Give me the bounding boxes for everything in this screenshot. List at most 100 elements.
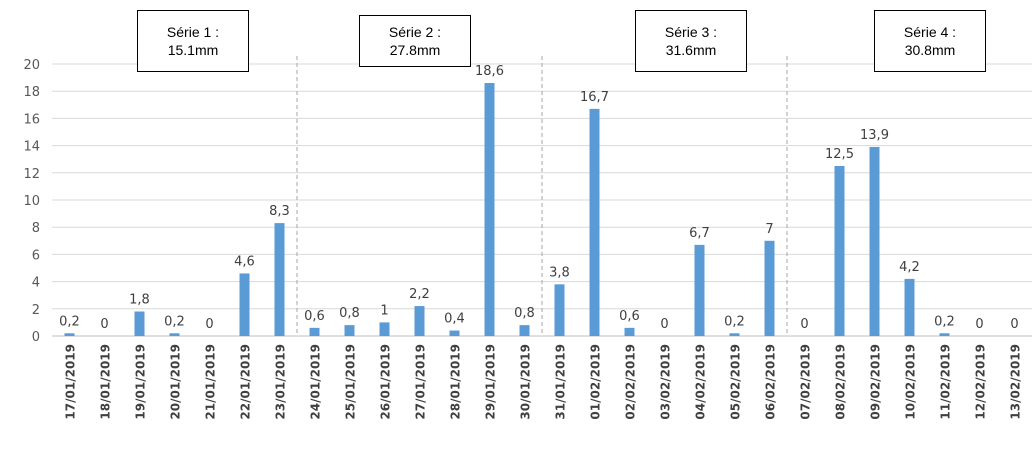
x-tick-label: 05/02/2019	[729, 344, 743, 420]
annotation-series-1-title: Série 1 :	[166, 24, 220, 40]
bar	[869, 146, 880, 336]
x-tick-label: 24/01/2019	[309, 344, 323, 420]
data-label: 0	[205, 317, 213, 332]
bar	[169, 333, 180, 336]
bar	[414, 306, 425, 336]
bar	[449, 330, 460, 336]
bar	[519, 325, 530, 336]
data-label: 0,2	[59, 314, 80, 329]
data-label: 4,2	[899, 260, 920, 275]
annotation-series-3-value: 31.6mm	[665, 42, 717, 58]
x-tick-label: 12/02/2019	[974, 344, 988, 420]
y-tick-label: 8	[32, 221, 40, 236]
x-tick-label: 06/02/2019	[764, 344, 778, 420]
bar	[939, 333, 950, 336]
x-tick-label: 20/01/2019	[169, 344, 183, 420]
bars	[64, 83, 950, 336]
data-label: 0,2	[934, 314, 955, 329]
data-label: 12,5	[825, 147, 854, 162]
data-label: 0,8	[514, 306, 535, 321]
data-label: 0	[975, 317, 983, 332]
x-tick-label: 01/02/2019	[589, 344, 603, 420]
data-label: 7	[765, 222, 773, 237]
data-label: 0	[800, 317, 808, 332]
data-label: 0,6	[304, 309, 325, 324]
x-tick-label: 19/01/2019	[134, 344, 148, 420]
bar	[134, 311, 145, 336]
annotation-series-1: Série 1 : 15.1mm	[137, 10, 249, 72]
data-label: 1,8	[129, 293, 150, 308]
data-label: 6,7	[689, 226, 710, 241]
data-labels: 0,2 0 1,8 0,2 0 4,6 8,3 0,6 0,8 1 2,2 0,4 18,6 0,8 3,8…	[59, 64, 1018, 332]
y-tick-label: 20	[23, 58, 40, 73]
data-label: 0	[660, 317, 668, 332]
bar	[554, 284, 565, 336]
y-tick-label: 12	[23, 167, 40, 182]
x-tick-label: 18/01/2019	[99, 344, 113, 420]
bar	[309, 327, 320, 336]
annotation-series-2-value: 27.8mm	[389, 42, 441, 58]
y-tick-label: 18	[23, 85, 40, 100]
annotation-series-1-value: 15.1mm	[167, 42, 219, 58]
bar	[589, 108, 600, 336]
y-tick-label: 0	[32, 330, 40, 345]
data-label: 16,7	[580, 90, 609, 105]
x-tick-label: 09/02/2019	[869, 344, 883, 420]
data-label: 0	[1010, 317, 1018, 332]
y-tick-label: 14	[23, 140, 40, 155]
x-tick-label: 27/01/2019	[414, 344, 428, 420]
y-axis: 0 2 4 6 8 10 12 14 16 18 20	[23, 58, 40, 345]
bar	[834, 166, 845, 336]
x-tick-label: 26/01/2019	[379, 344, 393, 420]
bar	[274, 223, 285, 336]
bar	[484, 83, 495, 336]
y-tick-label: 4	[32, 276, 40, 291]
x-tick-label: 11/02/2019	[939, 344, 953, 420]
x-tick-label: 07/02/2019	[799, 344, 813, 420]
x-axis: 17/01/2019 18/01/2019 19/01/2019 20/01/2019…	[64, 344, 1023, 420]
x-tick-label: 08/02/2019	[834, 344, 848, 420]
bar	[764, 240, 775, 336]
bar	[624, 327, 635, 336]
data-label: 3,8	[549, 265, 570, 280]
annotation-series-4-value: 30.8mm	[904, 42, 956, 58]
data-label: 0,4	[444, 312, 465, 327]
bar	[344, 325, 355, 336]
annotation-series-4-title: Série 4 :	[903, 24, 957, 40]
x-tick-label: 03/02/2019	[659, 344, 673, 420]
x-tick-label: 25/01/2019	[344, 344, 358, 420]
x-tick-label: 04/02/2019	[694, 344, 708, 420]
bar	[64, 333, 75, 336]
x-tick-label: 22/01/2019	[239, 344, 253, 420]
x-tick-label: 21/01/2019	[204, 344, 218, 420]
y-tick-label: 2	[32, 303, 40, 318]
x-tick-label: 30/01/2019	[519, 344, 533, 420]
x-tick-label: 02/02/2019	[624, 344, 638, 420]
bar	[904, 278, 915, 336]
data-label: 13,9	[860, 128, 889, 143]
x-tick-label: 31/01/2019	[554, 344, 568, 420]
x-tick-label: 28/01/2019	[449, 344, 463, 420]
bar	[239, 273, 250, 336]
x-tick-label: 13/02/2019	[1009, 344, 1023, 420]
data-label: 8,3	[269, 204, 290, 219]
series-separators	[296, 56, 788, 336]
data-label: 0,8	[339, 306, 360, 321]
annotation-series-4: Série 4 : 30.8mm	[874, 10, 986, 72]
annotation-series-3: Série 3 : 31.6mm	[635, 10, 747, 72]
data-label: 0,6	[619, 309, 640, 324]
x-tick-label: 17/01/2019	[64, 344, 78, 420]
bar	[379, 322, 390, 336]
y-tick-label: 16	[23, 112, 40, 127]
annotation-series-2-title: Série 2 :	[388, 24, 442, 40]
y-tick-label: 6	[32, 248, 40, 263]
x-tick-label: 29/01/2019	[484, 344, 498, 420]
data-label: 0	[100, 317, 108, 332]
bar	[694, 244, 705, 336]
y-tick-label: 10	[23, 194, 40, 209]
data-label: 1	[380, 303, 388, 318]
data-label: 4,6	[234, 254, 255, 269]
data-label: 2,2	[409, 287, 430, 302]
annotation-series-3-title: Série 3 :	[664, 24, 718, 40]
